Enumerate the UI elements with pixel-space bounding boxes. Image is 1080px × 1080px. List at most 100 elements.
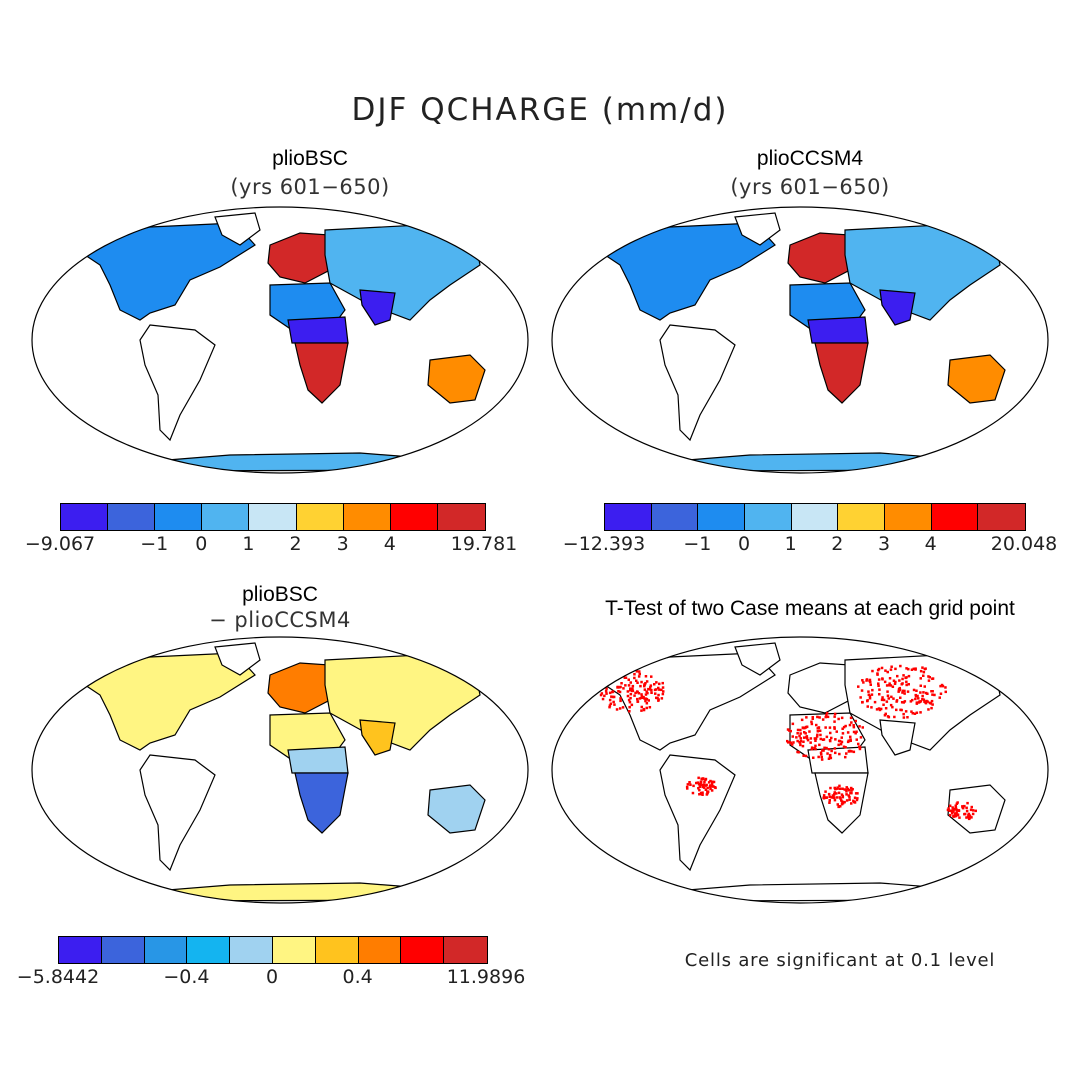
significant-cell	[619, 699, 622, 703]
significant-cell	[825, 796, 829, 799]
significant-cell	[895, 700, 898, 703]
significant-cell	[654, 692, 657, 695]
panel-subtitle-difference: − plioCCSM4	[209, 608, 351, 632]
significant-cell	[854, 719, 857, 723]
colorbar-tick-label: 2	[289, 533, 302, 555]
significant-cell	[871, 669, 874, 673]
significant-cell	[861, 679, 864, 682]
significant-cell	[697, 776, 700, 780]
continent-europe-west	[787, 662, 851, 714]
significant-cell	[919, 711, 922, 714]
significant-cell	[833, 747, 837, 750]
significant-cell	[845, 790, 848, 793]
significant-cell	[961, 805, 964, 808]
significant-cell	[917, 697, 920, 700]
significant-cell	[915, 711, 919, 714]
colorbar-tick-label: 0	[195, 533, 208, 555]
significant-cell	[828, 795, 831, 798]
significant-cell	[833, 726, 836, 729]
significant-cell	[636, 690, 639, 693]
significant-cell	[621, 706, 625, 709]
significant-cell	[930, 699, 934, 703]
significant-cell	[818, 743, 821, 747]
significant-cell	[845, 788, 848, 792]
significant-cell	[627, 684, 631, 687]
panel-title-ttest: T-Test of two Case means at each grid po…	[605, 597, 1015, 620]
significant-cell	[655, 681, 658, 684]
significant-cell	[849, 791, 852, 795]
significant-cell	[830, 736, 833, 740]
continent-europe-west	[267, 662, 331, 714]
significant-cell	[838, 796, 842, 799]
continent-india	[879, 719, 916, 756]
significant-cell	[954, 805, 958, 809]
significant-cell	[791, 722, 795, 726]
significant-cell	[810, 722, 814, 726]
significant-cell	[629, 681, 632, 684]
significant-cell	[711, 780, 714, 784]
significant-cell	[811, 717, 814, 720]
significant-cell	[902, 716, 906, 719]
significant-cell	[700, 777, 703, 780]
significant-cell	[712, 785, 715, 788]
significant-cell	[859, 696, 862, 699]
significant-cell	[892, 679, 896, 682]
continent-india	[359, 719, 396, 756]
significant-cell	[828, 801, 831, 804]
significant-cell	[855, 798, 859, 802]
significant-cell	[845, 786, 848, 789]
continent-greenland	[734, 212, 781, 246]
significant-cell	[819, 737, 822, 741]
colorbar-tick-label: 1	[784, 533, 797, 555]
significant-cell	[835, 792, 838, 795]
significant-cell	[799, 732, 802, 735]
continent-south-america	[659, 324, 736, 442]
significant-cell	[876, 668, 880, 672]
significant-cell	[901, 689, 905, 693]
significant-cell	[923, 685, 926, 688]
significant-cell	[796, 728, 800, 732]
significant-cell	[894, 680, 897, 684]
significant-cell	[814, 744, 817, 748]
significant-cell	[605, 680, 609, 683]
significant-cell	[866, 705, 869, 708]
significant-cell	[878, 693, 881, 696]
significant-cell	[636, 700, 640, 703]
significant-cell	[847, 789, 851, 792]
significant-cell	[657, 698, 660, 701]
significant-cell	[814, 739, 817, 742]
significant-cell	[891, 685, 895, 688]
significant-cell	[970, 816, 973, 819]
significant-cell	[870, 706, 873, 709]
significant-cell	[884, 707, 888, 710]
significant-cell	[699, 783, 702, 787]
significant-cell	[856, 792, 859, 795]
significant-cell	[796, 732, 799, 735]
continent-asia	[844, 654, 1001, 751]
significant-cell	[845, 799, 849, 802]
significant-cell	[612, 700, 615, 704]
significant-cell	[701, 783, 705, 787]
significant-cell	[609, 702, 613, 705]
significant-cell	[797, 751, 800, 754]
significant-cell	[621, 671, 624, 675]
significant-cell	[882, 703, 885, 706]
significant-cell	[828, 739, 832, 742]
significant-cell	[799, 743, 802, 747]
significant-cell	[706, 790, 709, 794]
significant-cell	[655, 688, 658, 691]
continent-india	[879, 289, 916, 326]
significant-cell	[699, 780, 703, 784]
significant-cell	[929, 702, 933, 705]
significant-cell	[804, 754, 808, 758]
significant-cell	[893, 715, 896, 719]
colorbar-swatch	[651, 504, 699, 530]
significant-cell	[712, 780, 716, 784]
significant-cell	[638, 672, 641, 676]
significant-cell	[829, 786, 832, 790]
significant-cell	[948, 809, 951, 812]
significant-cell	[647, 699, 650, 702]
significant-cell	[900, 701, 904, 704]
significant-cell	[905, 683, 908, 687]
significant-cell	[910, 668, 914, 671]
